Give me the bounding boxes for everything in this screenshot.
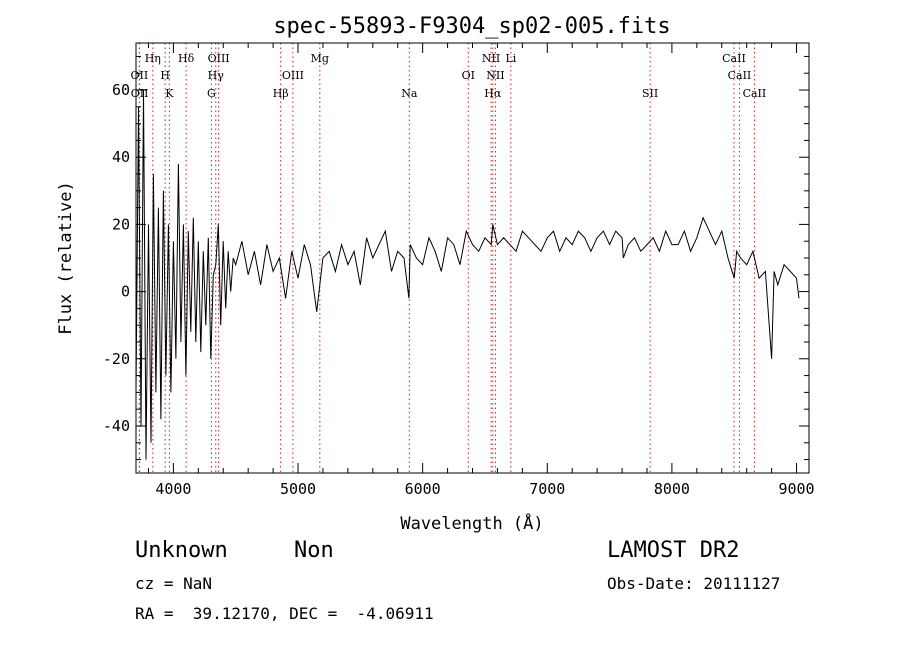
plot-frame [135,42,810,474]
x-axis: 4000 5000 6000 7000 8000 9000 [147,43,815,498]
line-marker-label: Na [401,87,418,100]
x-tick-label: 6000 [405,480,441,498]
line-marker-label: Hη [145,52,161,65]
line-marker-label: OIII [208,52,230,65]
survey-name: LAMOST DR2 [607,538,740,563]
line-marker-label: G [207,87,216,100]
redshift-cz: cz = NaN [135,574,213,593]
object-subclass: Non [294,538,334,563]
line-marker-label: NII [482,52,500,65]
y-tick-label: 20 [112,215,130,233]
x-tick-label: 5000 [280,480,316,498]
spectrum-line [135,89,800,460]
observation-date: Obs-Date: 20111127 [607,574,781,593]
line-marker-label: H [160,69,170,82]
y-tick-label: 40 [112,148,130,166]
x-tick-label: 8000 [654,480,690,498]
line-marker-label: CaII [743,87,767,100]
line-marker-label: Mg [311,52,329,65]
line-marker-label: OIII [282,69,304,82]
y-axis: -40 -20 0 20 40 60 [103,55,809,461]
line-marker-group [138,43,755,473]
line-marker-label: SII [642,87,658,100]
ra-dec-coordinates: RA = 39.12170, DEC = -4.06911 [135,604,434,623]
x-tick-label: 4000 [155,480,191,498]
line-marker-label: OII [131,87,149,100]
object-class: Unknown [135,538,228,563]
line-marker-label: NII [486,69,504,82]
y-tick-label: 0 [121,283,130,301]
y-tick-label: 60 [112,81,130,99]
y-tick-label: -20 [103,350,130,368]
line-marker-label: Hγ [208,69,225,82]
line-marker-label: Hδ [178,52,195,65]
line-marker-label: CaII [728,69,752,82]
line-marker-label: Hα [484,87,502,100]
chart-title: spec-55893-F9304_sp02-005.fits [273,14,670,39]
line-marker-label: OI [462,69,475,82]
line-marker-label: K [165,87,174,100]
line-marker-label: CaII [722,52,746,65]
y-tick-label: -40 [103,417,130,435]
x-axis-label: Wavelength (Å) [400,512,543,534]
line-marker-label: OII [131,69,149,82]
line-label-group: OII OII Hη HK Hδ OIII Hγ G Hβ OIII Mg Na OI NII NII Hα L… [131,52,767,100]
x-tick-label: 7000 [529,480,565,498]
line-marker-label: Hβ [273,87,289,100]
line-marker-label: Li [505,52,516,65]
y-axis-label: Flux (relative) [56,181,76,335]
x-tick-label: 9000 [778,480,814,498]
